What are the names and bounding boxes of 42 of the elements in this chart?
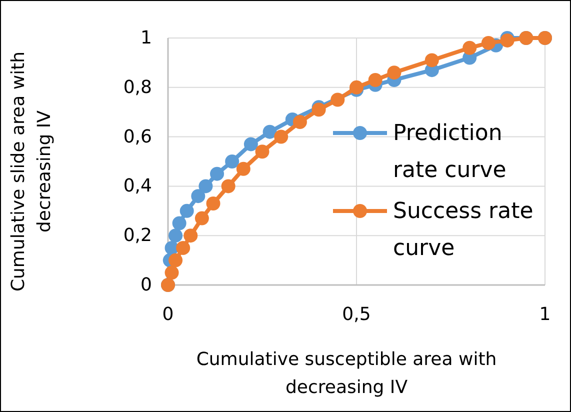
point bbox=[168, 228, 183, 243]
y-tick-label: 0,2 bbox=[123, 225, 152, 246]
y-tick-label: 1 bbox=[140, 28, 152, 48]
point bbox=[330, 92, 345, 107]
point bbox=[312, 102, 326, 117]
x-tick-label: 1 bbox=[539, 304, 551, 325]
point bbox=[194, 211, 209, 226]
point bbox=[221, 179, 236, 194]
point bbox=[262, 124, 277, 139]
point bbox=[244, 137, 258, 152]
point bbox=[198, 179, 213, 194]
y-axis-title: Cumulative slide area with decreasing IV bbox=[8, 51, 55, 292]
point bbox=[172, 216, 186, 230]
y-tick-label: 0,6 bbox=[123, 126, 152, 148]
point bbox=[368, 72, 382, 87]
point bbox=[350, 80, 364, 94]
y-tick-label: 0,8 bbox=[123, 76, 152, 98]
legend-label: Prediction rate curve bbox=[393, 120, 506, 182]
point bbox=[255, 144, 270, 159]
legend-label: Success rate curve bbox=[393, 198, 534, 260]
point bbox=[424, 53, 439, 68]
point bbox=[236, 162, 250, 176]
point bbox=[164, 266, 179, 280]
x-tick-label: 0 bbox=[162, 304, 174, 325]
point bbox=[210, 166, 224, 181]
point bbox=[500, 33, 514, 48]
point bbox=[168, 253, 183, 268]
point bbox=[191, 189, 206, 204]
point bbox=[180, 204, 194, 218]
point bbox=[462, 40, 477, 55]
point bbox=[274, 130, 288, 144]
point bbox=[184, 228, 198, 243]
point bbox=[292, 114, 307, 129]
point bbox=[225, 154, 240, 168]
point bbox=[206, 196, 220, 210]
y-tick-label: 0,4 bbox=[123, 176, 152, 197]
x-axis-title: Cumulative susceptible area with decreasing IV bbox=[196, 349, 497, 398]
point bbox=[387, 66, 402, 80]
point bbox=[176, 240, 190, 255]
y-tick-label: 0 bbox=[140, 274, 152, 296]
point bbox=[481, 36, 496, 50]
x-tick-label: 0,5 bbox=[342, 304, 371, 325]
